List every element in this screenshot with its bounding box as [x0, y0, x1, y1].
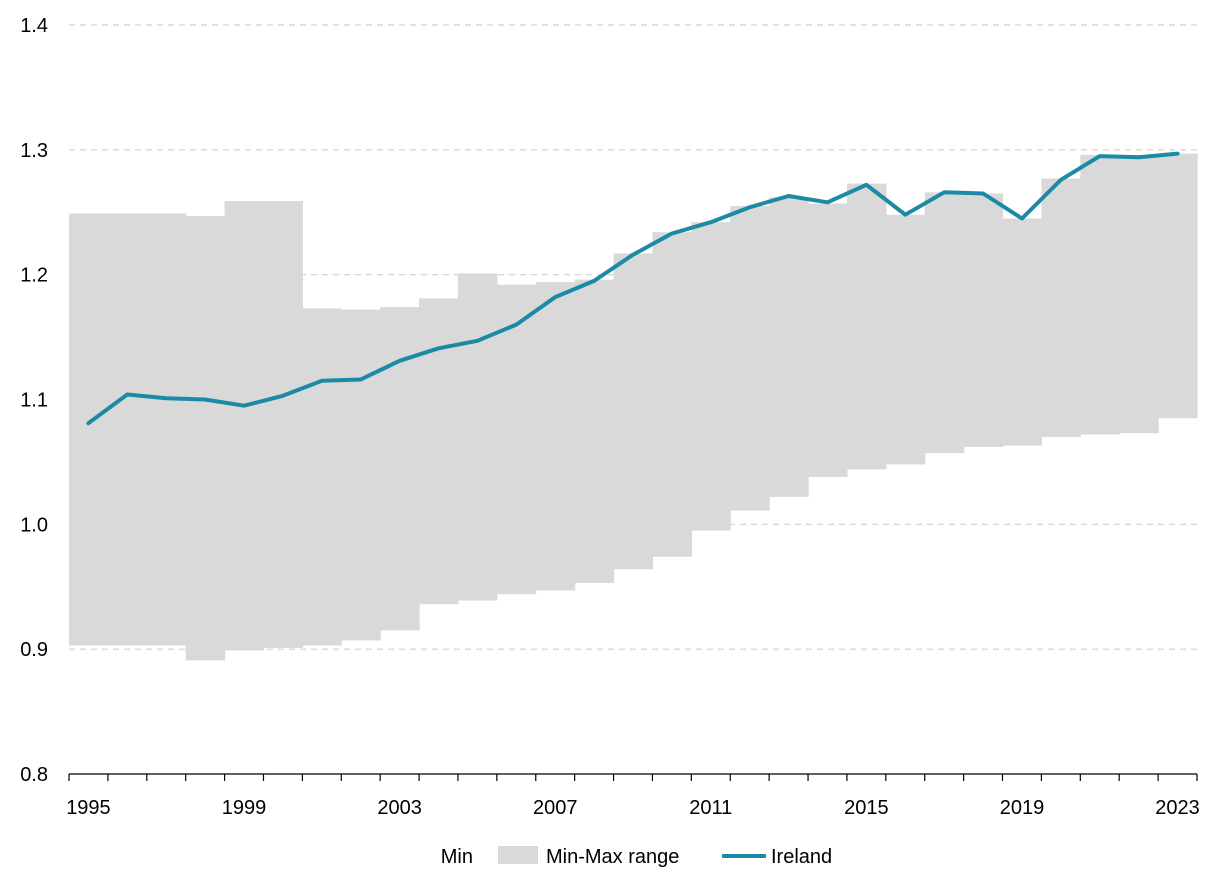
x-tick-label: 2011: [689, 797, 732, 819]
range-band: [302, 308, 342, 646]
y-tick-label: 1.1: [20, 390, 48, 412]
y-tick-label: 1.0: [20, 514, 48, 536]
range-band: [69, 213, 109, 646]
ireland-line: [86, 151, 1180, 426]
range-band: [496, 284, 537, 595]
x-tick-label: 2023: [1155, 797, 1200, 819]
range-band: [924, 192, 965, 454]
range-band: [107, 213, 148, 646]
legend-swatch-range: [498, 846, 538, 864]
y-tick-label: 0.8: [20, 764, 48, 786]
range-band: [574, 279, 615, 584]
range-band: [1158, 153, 1198, 419]
range-band: [185, 215, 226, 661]
x-tick-label: 2003: [377, 797, 422, 819]
range-band: [535, 282, 576, 591]
range-band: [263, 201, 303, 648]
y-tick-label: 1.4: [20, 15, 48, 37]
range-band: [457, 273, 498, 601]
range-band: [691, 222, 731, 531]
range-band: [1119, 154, 1159, 434]
range-band: [1080, 154, 1120, 435]
range-band: [224, 201, 265, 651]
legend: Min Min-Max range Ireland: [441, 846, 832, 868]
range-band: [652, 232, 692, 557]
range-band: [1002, 218, 1043, 446]
x-tick-label: 1995: [66, 797, 111, 819]
ireland-series: [86, 151, 1180, 426]
x-tick-label: 2015: [844, 797, 889, 819]
y-tick-label: 1.2: [20, 265, 48, 287]
range-band: [846, 183, 887, 470]
range-band: [885, 214, 926, 465]
range-band: [769, 197, 809, 497]
range-band: [808, 203, 848, 477]
y-tick-label: 0.9: [20, 639, 48, 661]
range-band: [146, 213, 187, 646]
axes: 0.8 0.9 1.0 1.1 1.2 1.3 1.4 1995 1999 2003 2007 201…: [20, 15, 1200, 819]
y-tick-label: 1.3: [20, 140, 48, 162]
x-tick-label: 1999: [222, 797, 267, 819]
range-band: [613, 253, 654, 570]
x-tick-label: 2019: [1000, 797, 1045, 819]
legend-label-ireland: Ireland: [771, 846, 832, 868]
range-band: [963, 193, 1004, 447]
x-tick-label: 2007: [533, 797, 578, 819]
min-max-range-bands: [69, 153, 1198, 661]
legend-label-min: Min: [441, 846, 473, 868]
range-band: [341, 309, 381, 641]
legend-label-range: Min-Max range: [546, 846, 679, 868]
range-band: [730, 206, 770, 511]
range-band: [1041, 178, 1081, 437]
